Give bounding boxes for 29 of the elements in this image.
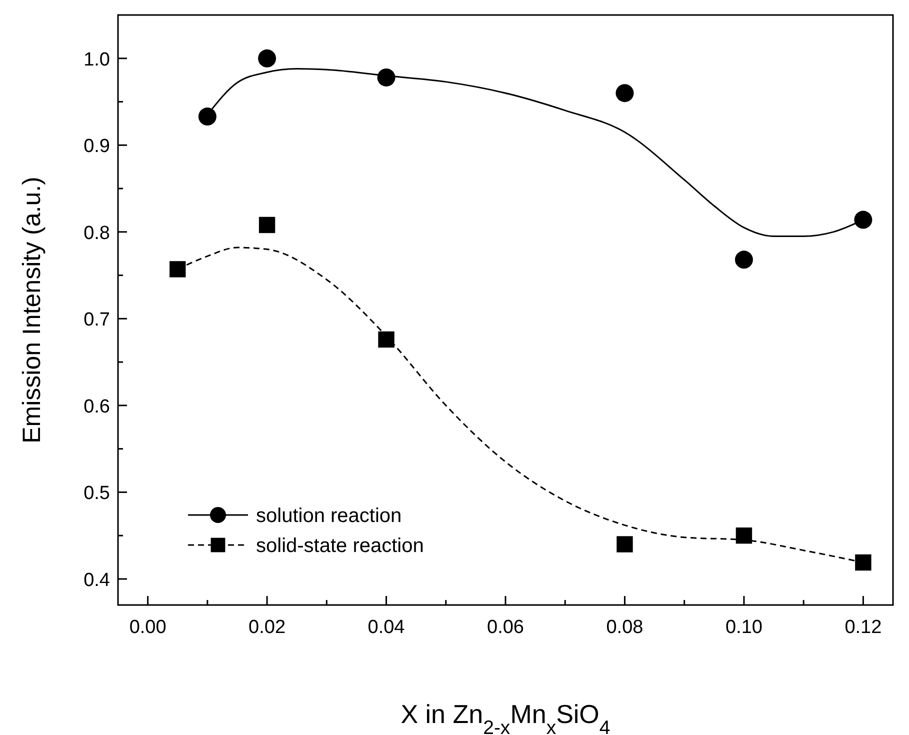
point	[736, 527, 752, 544]
point	[258, 216, 276, 234]
point	[378, 331, 394, 348]
y-tick-label: 0.6	[84, 396, 110, 418]
x-tick-label: 0.00	[129, 617, 166, 638]
x-tick-label: 0.12	[844, 617, 882, 638]
y-tick-label: 0.4	[84, 570, 110, 591]
point	[616, 536, 633, 552]
y-axis-title: Emission Intensity (a.u.)	[18, 176, 46, 444]
point	[198, 108, 216, 126]
x-axis-title: X in Zn$_{2-x}$Mn$_{x}$SiO$_{4}$	[400, 699, 610, 735]
x-tick-label: 0.04	[368, 617, 406, 638]
point	[258, 49, 276, 68]
y-tick-label: 0.9	[84, 136, 110, 158]
x-tick-label: 0.08	[606, 617, 644, 638]
legend-label: solution reaction	[256, 505, 402, 527]
point	[616, 84, 634, 102]
y-tick-label: 1.0	[84, 49, 110, 70]
x-tick-label: 0.10	[725, 617, 762, 638]
x-tick-label: 0.06	[487, 617, 524, 638]
point	[855, 554, 872, 571]
point	[170, 261, 186, 278]
x-tick-label: 0.02	[248, 617, 286, 638]
point	[734, 250, 753, 269]
point	[854, 210, 872, 229]
legend-label: solid-state reaction	[256, 535, 424, 557]
y-tick-label: 0.5	[84, 483, 110, 504]
y-tick-label: 0.7	[84, 310, 110, 331]
y-tick-label: 0.8	[84, 222, 110, 244]
